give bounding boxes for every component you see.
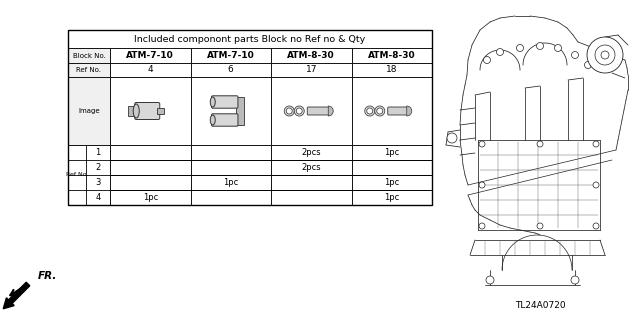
Text: Image: Image bbox=[78, 108, 100, 114]
Text: 1pc: 1pc bbox=[223, 178, 238, 187]
Circle shape bbox=[479, 182, 485, 188]
Bar bbox=[271, 175, 351, 190]
Bar bbox=[68, 77, 110, 145]
Text: 1pc: 1pc bbox=[384, 178, 399, 187]
Bar bbox=[110, 77, 191, 145]
Circle shape bbox=[479, 223, 485, 229]
Circle shape bbox=[587, 37, 623, 73]
Bar bbox=[351, 160, 432, 175]
Bar bbox=[68, 145, 110, 205]
Bar bbox=[351, 175, 432, 190]
Circle shape bbox=[593, 182, 599, 188]
Bar bbox=[128, 106, 137, 116]
Circle shape bbox=[601, 51, 609, 59]
Circle shape bbox=[584, 62, 591, 69]
Circle shape bbox=[497, 48, 504, 56]
Text: Block No.: Block No. bbox=[72, 53, 106, 58]
Text: 2pcs: 2pcs bbox=[301, 163, 321, 172]
Text: ATM-8-30: ATM-8-30 bbox=[368, 51, 415, 60]
Text: ATM-7-10: ATM-7-10 bbox=[126, 51, 174, 60]
Bar bbox=[191, 63, 271, 77]
Circle shape bbox=[571, 276, 579, 284]
Bar bbox=[351, 145, 432, 160]
Bar bbox=[191, 160, 271, 175]
Circle shape bbox=[537, 141, 543, 147]
Text: 1pc: 1pc bbox=[384, 148, 399, 157]
Bar bbox=[68, 63, 110, 77]
Bar bbox=[351, 190, 432, 205]
Bar bbox=[110, 48, 191, 63]
Circle shape bbox=[486, 276, 494, 284]
Bar bbox=[110, 175, 191, 190]
Circle shape bbox=[572, 51, 579, 58]
Text: FR.: FR. bbox=[38, 271, 58, 281]
Circle shape bbox=[537, 223, 543, 229]
Text: TL24A0720: TL24A0720 bbox=[515, 300, 565, 309]
Text: 1pc: 1pc bbox=[143, 193, 158, 202]
Bar bbox=[157, 108, 164, 114]
Text: 18: 18 bbox=[386, 65, 397, 75]
Text: 3: 3 bbox=[95, 178, 100, 187]
Bar bbox=[110, 63, 191, 77]
Bar bbox=[191, 77, 271, 145]
Text: 4: 4 bbox=[147, 65, 153, 75]
FancyBboxPatch shape bbox=[307, 107, 329, 115]
Circle shape bbox=[554, 44, 561, 51]
Ellipse shape bbox=[133, 104, 140, 118]
Bar bbox=[351, 48, 432, 63]
Circle shape bbox=[479, 141, 485, 147]
Bar bbox=[110, 145, 191, 160]
Ellipse shape bbox=[211, 97, 215, 107]
Bar bbox=[191, 48, 271, 63]
Text: 1: 1 bbox=[95, 148, 100, 157]
Circle shape bbox=[516, 44, 524, 51]
Bar bbox=[68, 30, 432, 48]
FancyBboxPatch shape bbox=[135, 102, 160, 120]
Text: 2pcs: 2pcs bbox=[301, 148, 321, 157]
Bar bbox=[351, 63, 432, 77]
Text: ATM-7-10: ATM-7-10 bbox=[207, 51, 255, 60]
FancyBboxPatch shape bbox=[388, 107, 408, 115]
Text: 1pc: 1pc bbox=[384, 193, 399, 202]
Text: 4: 4 bbox=[95, 193, 100, 202]
Circle shape bbox=[447, 133, 457, 143]
Ellipse shape bbox=[211, 115, 215, 125]
Bar bbox=[271, 63, 351, 77]
Text: 2: 2 bbox=[95, 163, 100, 172]
Bar bbox=[271, 77, 351, 145]
Circle shape bbox=[593, 141, 599, 147]
Bar bbox=[191, 190, 271, 205]
Text: 6: 6 bbox=[228, 65, 234, 75]
Circle shape bbox=[483, 56, 490, 63]
Wedge shape bbox=[328, 106, 333, 116]
Bar bbox=[191, 145, 271, 160]
Bar bbox=[110, 190, 191, 205]
Circle shape bbox=[536, 42, 543, 49]
Circle shape bbox=[593, 223, 599, 229]
FancyBboxPatch shape bbox=[212, 114, 238, 126]
Text: Ref No.: Ref No. bbox=[77, 67, 102, 73]
Bar bbox=[271, 160, 351, 175]
Bar bbox=[68, 30, 432, 205]
Text: 17: 17 bbox=[305, 65, 317, 75]
Bar bbox=[271, 145, 351, 160]
Bar bbox=[271, 48, 351, 63]
FancyBboxPatch shape bbox=[212, 96, 238, 108]
Bar bbox=[110, 160, 191, 175]
Bar bbox=[271, 190, 351, 205]
FancyArrow shape bbox=[3, 282, 30, 309]
Text: ATM-8-30: ATM-8-30 bbox=[287, 51, 335, 60]
Bar bbox=[68, 48, 110, 63]
Bar bbox=[236, 97, 244, 125]
Bar bbox=[191, 175, 271, 190]
Wedge shape bbox=[407, 106, 412, 116]
Text: Included componont parts Block no Ref no & Qty: Included componont parts Block no Ref no… bbox=[134, 34, 365, 43]
Circle shape bbox=[595, 45, 615, 65]
Text: Ref No.: Ref No. bbox=[66, 173, 88, 177]
Bar bbox=[351, 77, 432, 145]
